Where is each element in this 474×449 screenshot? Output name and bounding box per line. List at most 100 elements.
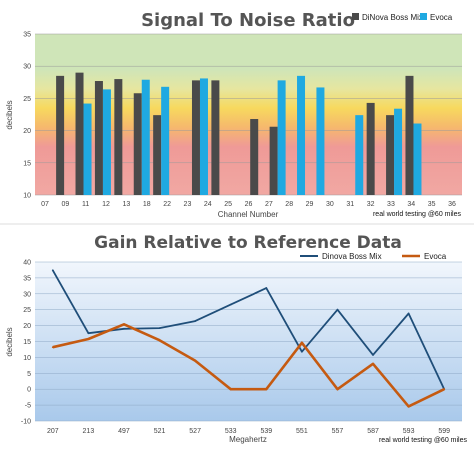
gain-point-evoca <box>158 339 161 342</box>
gain-y-tick-label: 35 <box>23 275 31 282</box>
snr-bar-dinova <box>211 80 220 195</box>
snr-y-tick-label: 30 <box>23 64 31 71</box>
snr-bar-dinova <box>269 126 278 195</box>
snr-bar-dinova <box>153 115 162 195</box>
snr-x-tick-label: 18 <box>143 201 151 208</box>
gain-point-evoca <box>336 388 339 391</box>
snr-x-tick-label: 24 <box>204 201 212 208</box>
snr-legend: DiNova Boss Mix Evoca <box>352 13 453 22</box>
snr-bar-evoca <box>199 78 208 195</box>
snr-x-tick-labels: 07 09 11 12 13 18 22 23 24 25 26 27 28 29 30 31 32 33 34 35… <box>41 201 456 208</box>
snr-x-tick-label: 33 <box>387 201 395 208</box>
snr-bar-evoca <box>394 108 403 195</box>
gain-x-tick-label: 497 <box>118 428 130 435</box>
gain-point-dinova <box>265 287 268 289</box>
gain-y-tick-label: 25 <box>23 307 31 314</box>
gain-y-tick-label: 5 <box>27 371 31 378</box>
gain-y-tick-label: -10 <box>21 419 31 426</box>
gain-x-tick-label: 557 <box>332 428 344 435</box>
gain-legend: Dinova Boss Mix Evoca <box>300 252 447 261</box>
snr-x-tick-label: 34 <box>407 201 415 208</box>
snr-bar-dinova <box>250 119 259 195</box>
gain-series-line-evoca <box>52 322 445 408</box>
gain-y-tick-label: 30 <box>23 291 31 298</box>
snr-bar-evoca <box>413 123 422 195</box>
gain-series-lines <box>51 269 446 408</box>
gain-x-axis-label: Megahertz <box>229 435 267 444</box>
gain-point-dinova <box>51 269 54 272</box>
snr-bar-evoca <box>102 89 111 195</box>
gain-point-evoca <box>300 341 303 344</box>
snr-y-tick-label: 10 <box>23 193 31 200</box>
snr-y-tick-labels: 10 15 20 25 30 35 <box>23 32 31 200</box>
snr-bar-evoca <box>83 103 92 195</box>
gain-point-evoca <box>372 362 374 365</box>
gain-point-dinova <box>372 353 374 356</box>
gain-point-evoca <box>87 338 90 340</box>
gain-x-tick-label: 527 <box>189 428 201 435</box>
snr-bar-dinova <box>56 75 65 195</box>
snr-y-axis-label: decibels <box>5 100 14 129</box>
gain-point-evoca <box>123 323 125 326</box>
legend-label-dinova: DiNova Boss Mix <box>362 13 423 22</box>
gain-y-tick-label: 40 <box>23 260 31 267</box>
snr-bar-evoca <box>297 75 306 195</box>
snr-x-tick-label: 36 <box>448 201 456 208</box>
snr-bar-evoca <box>141 79 150 195</box>
snr-y-tick-label: 25 <box>23 96 31 103</box>
gain-point-evoca <box>265 388 268 391</box>
snr-x-tick-label: 27 <box>265 201 273 208</box>
gain-x-tick-label: 207 <box>47 428 59 435</box>
snr-bar-dinova <box>114 79 123 195</box>
snr-bar-evoca <box>316 87 325 195</box>
snr-x-tick-label: 11 <box>82 201 89 208</box>
legend-label-evoca: Evoca <box>430 13 453 22</box>
snr-x-tick-label: 07 <box>41 201 49 208</box>
gain-point-evoca <box>51 346 54 349</box>
gain-y-tick-label: -5 <box>25 403 31 410</box>
gain-x-tick-label: 551 <box>296 428 308 435</box>
gain-title: Gain Relative to Reference Data <box>94 233 402 253</box>
snr-y-tick-label: 20 <box>23 128 31 135</box>
snr-bar-dinova <box>386 115 395 195</box>
gain-x-tick-labels: 207 213 497 521 527 533 539 551 557 587 593 599 <box>47 428 450 435</box>
gain-point-evoca <box>443 388 446 391</box>
snr-x-tick-label: 09 <box>61 201 69 208</box>
snr-bar-dinova <box>94 81 103 195</box>
snr-x-tick-label: 23 <box>184 201 192 208</box>
snr-bar-dinova <box>75 72 84 195</box>
snr-x-tick-label: 13 <box>123 201 131 208</box>
snr-x-tick-label: 12 <box>102 201 110 208</box>
gain-point-dinova <box>229 303 232 306</box>
snr-x-tick-label: 22 <box>163 201 171 208</box>
snr-x-tick-label: 29 <box>306 201 314 208</box>
gain-point-dinova <box>158 327 161 330</box>
snr-x-tick-label: 35 <box>428 201 436 208</box>
legend-label-evoca-line: Evoca <box>424 252 447 261</box>
gain-x-tick-label: 213 <box>83 428 95 435</box>
gain-y-tick-label: 15 <box>23 339 31 346</box>
snr-x-tick-label: 31 <box>346 201 354 208</box>
gain-x-tick-label: 593 <box>403 428 415 435</box>
gain-x-tick-label: 533 <box>225 428 237 435</box>
snr-bar-dinova <box>133 93 142 195</box>
gain-gridlines <box>35 261 462 422</box>
snr-bars <box>56 72 422 195</box>
snr-bar-evoca <box>161 86 170 195</box>
legend-swatch-evoca <box>420 13 427 20</box>
snr-title: Signal To Noise Ratio <box>141 10 355 31</box>
snr-bar-dinova <box>191 80 200 195</box>
snr-note: real world testing @60 miles <box>373 211 462 218</box>
gain-x-tick-label: 521 <box>154 428 166 435</box>
snr-bar-dinova <box>405 75 414 195</box>
snr-x-tick-label: 30 <box>326 201 334 208</box>
gain-x-tick-label: 599 <box>438 428 450 435</box>
snr-y-tick-label: 35 <box>23 32 31 39</box>
gain-point-dinova <box>336 308 339 311</box>
gain-point-dinova <box>407 312 410 315</box>
snr-x-tick-label: 32 <box>367 201 375 208</box>
gain-point-dinova <box>123 327 125 330</box>
gain-point-evoca <box>194 359 197 362</box>
